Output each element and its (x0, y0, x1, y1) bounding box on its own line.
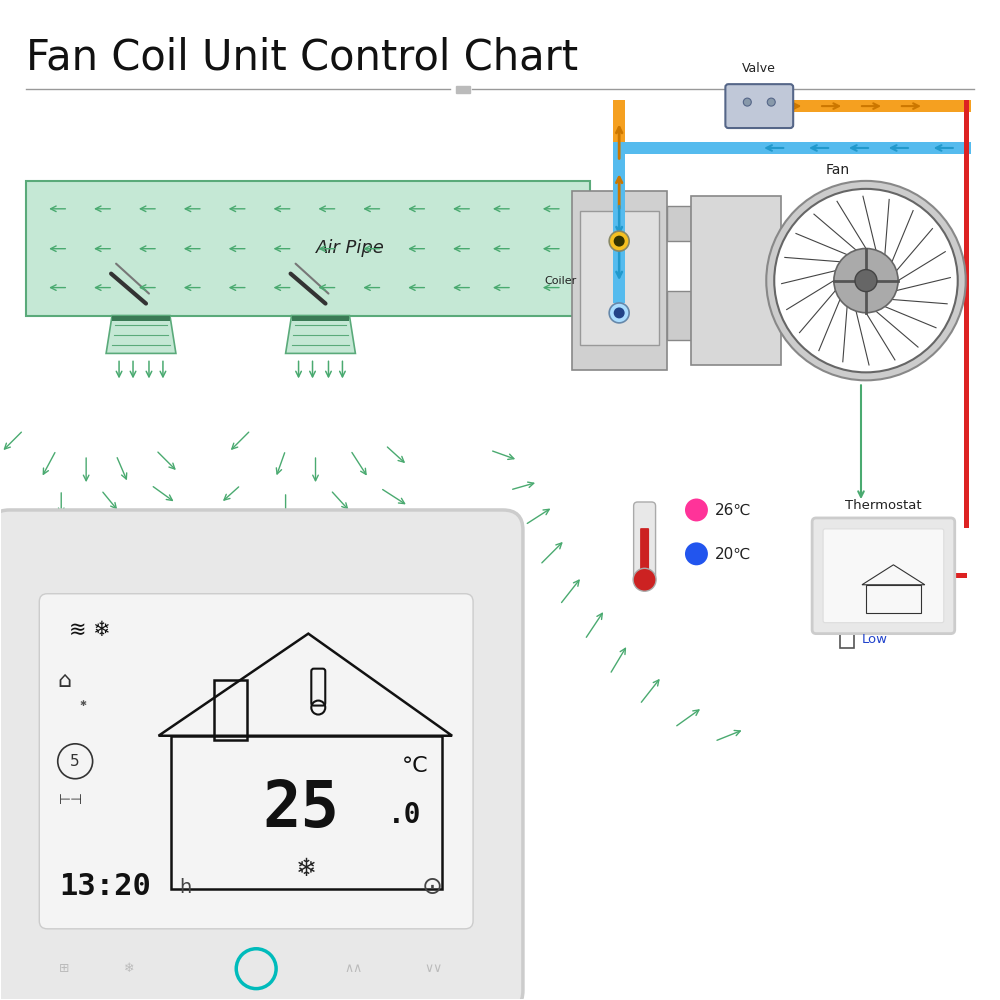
Text: ⌂: ⌂ (57, 671, 71, 691)
Text: ∧∧: ∧∧ (344, 962, 363, 975)
Bar (292, 316, 349, 321)
Bar (112, 316, 170, 321)
Polygon shape (286, 316, 355, 353)
Bar (613, 148, 625, 303)
Bar (456, 86, 470, 93)
Text: ⊞: ⊞ (59, 962, 69, 975)
Text: ✿✿: ✿✿ (829, 535, 841, 541)
Text: Air Pipe: Air Pipe (316, 239, 385, 257)
Text: h: h (179, 878, 191, 897)
Circle shape (855, 270, 877, 292)
Text: 25: 25 (885, 590, 902, 604)
Circle shape (633, 568, 656, 591)
Text: Fan Coil Unit Control Chart: Fan Coil Unit Control Chart (26, 36, 578, 78)
Bar (214, 680, 247, 740)
Bar (946, 573, 967, 578)
FancyBboxPatch shape (634, 502, 656, 582)
Circle shape (743, 98, 751, 106)
Text: ≋ ❄: ≋ ❄ (69, 620, 111, 640)
Bar (840, 632, 854, 648)
Circle shape (766, 181, 966, 380)
Text: ⊙: ⊙ (422, 875, 443, 899)
Text: Fan: Fan (826, 163, 850, 177)
FancyBboxPatch shape (725, 84, 793, 128)
Text: 20℃: 20℃ (714, 546, 751, 561)
Circle shape (609, 303, 629, 323)
Text: 13:20: 13:20 (59, 872, 151, 901)
Bar (964, 100, 969, 528)
FancyBboxPatch shape (39, 594, 473, 929)
Bar (171, 736, 442, 889)
FancyBboxPatch shape (0, 510, 523, 1000)
Bar (691, 196, 781, 365)
Text: Low: Low (862, 633, 888, 646)
Text: 25: 25 (263, 778, 340, 840)
Bar (580, 211, 659, 345)
Text: °C: °C (909, 585, 917, 591)
FancyBboxPatch shape (812, 518, 955, 634)
Circle shape (834, 249, 898, 313)
Text: Thermostat: Thermostat (845, 499, 922, 512)
Circle shape (774, 189, 958, 372)
Bar (744, 100, 971, 112)
Bar (667, 291, 691, 340)
FancyBboxPatch shape (26, 181, 590, 316)
Circle shape (614, 307, 625, 318)
Text: ✱: ✱ (79, 699, 86, 708)
Bar (866, 585, 921, 613)
Circle shape (767, 98, 775, 106)
Text: ❄: ❄ (871, 603, 877, 609)
Text: High: High (862, 586, 893, 599)
Text: ❄: ❄ (296, 857, 317, 881)
Bar (667, 206, 691, 241)
Bar (613, 142, 971, 154)
Text: .0: .0 (388, 801, 421, 829)
FancyBboxPatch shape (823, 529, 944, 623)
Text: Coiler: Coiler (545, 276, 577, 286)
Text: ❄: ❄ (124, 962, 134, 975)
Text: 26℃: 26℃ (714, 502, 751, 517)
Circle shape (685, 542, 708, 565)
Text: °C: °C (402, 756, 429, 776)
Text: Med: Med (862, 611, 890, 624)
Circle shape (685, 499, 708, 521)
Circle shape (614, 236, 625, 247)
Text: 13:20: 13:20 (829, 606, 852, 615)
Text: ⊢⊣: ⊢⊣ (59, 793, 83, 807)
FancyBboxPatch shape (640, 528, 649, 577)
Bar (841, 588, 853, 634)
Text: Valve: Valve (742, 62, 776, 75)
Circle shape (609, 231, 629, 251)
Text: ∨∨: ∨∨ (424, 962, 442, 975)
Text: 5: 5 (70, 754, 80, 769)
Polygon shape (106, 316, 176, 353)
Bar (613, 100, 625, 241)
FancyBboxPatch shape (572, 191, 667, 370)
